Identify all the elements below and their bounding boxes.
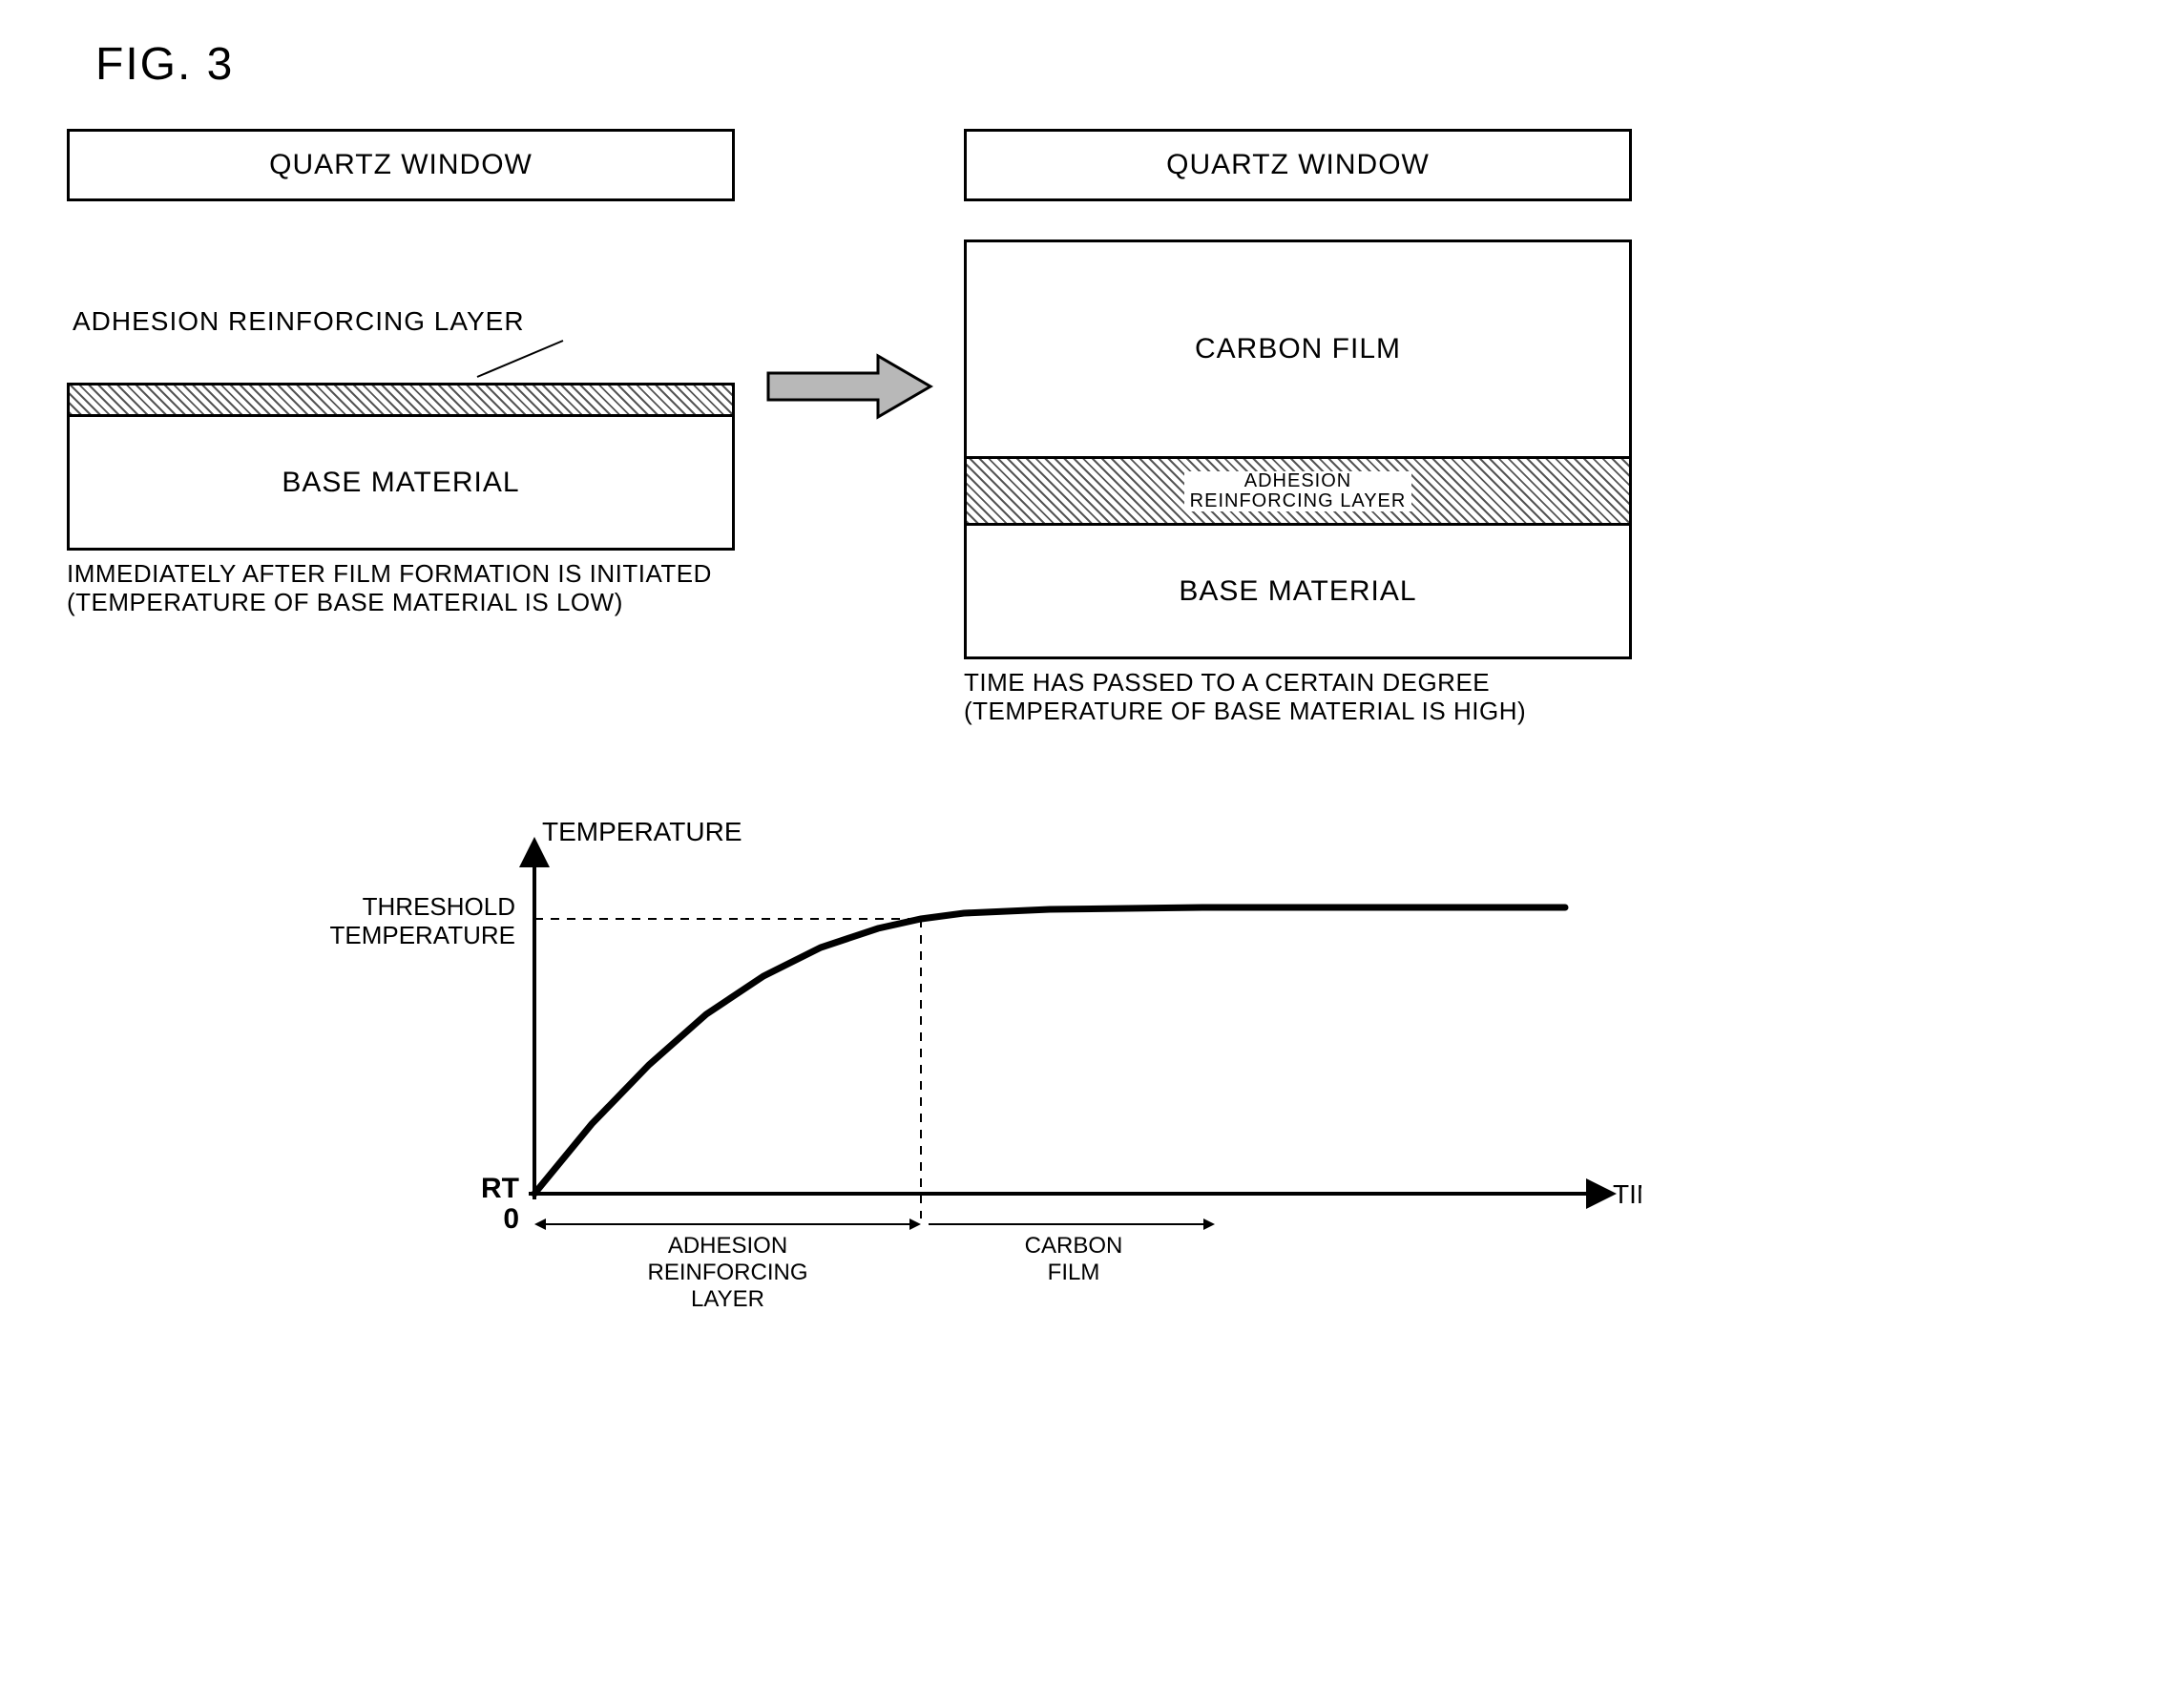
figure-title: FIG. 3	[95, 38, 2135, 91]
left-stack: QUARTZ WINDOW ADHESION REINFORCING LAYER…	[67, 129, 735, 617]
temperature-time-chart: TEMPERATURETHRESHOLDTEMPERATURERT0TIMEAD…	[210, 755, 1641, 1327]
right-carbon-film: CARBON FILM	[964, 240, 1632, 459]
right-adhesion-label: ADHESION REINFORCING LAYER	[1184, 471, 1412, 511]
adhesion-pointer-label: ADHESION REINFORCING LAYER	[73, 306, 735, 337]
svg-text:TEMPERATURE: TEMPERATURE	[542, 817, 742, 846]
svg-text:ADHESION: ADHESION	[668, 1233, 787, 1259]
svg-text:TEMPERATURE: TEMPERATURE	[329, 921, 515, 949]
left-caption: IMMEDIATELY AFTER FILM FORMATION IS INIT…	[67, 560, 735, 617]
right-quartz-window: QUARTZ WINDOW	[964, 129, 1632, 201]
svg-text:CARBON: CARBON	[1025, 1233, 1123, 1259]
svg-text:RT: RT	[481, 1173, 519, 1204]
left-base-material: BASE MATERIAL	[67, 417, 735, 551]
diagram-row: QUARTZ WINDOW ADHESION REINFORCING LAYER…	[67, 129, 2135, 726]
right-stack: QUARTZ WINDOW CARBON FILM ADHESION REINF…	[964, 129, 1632, 726]
svg-text:TIME: TIME	[1613, 1179, 1641, 1209]
svg-text:0: 0	[503, 1203, 519, 1235]
svg-text:THRESHOLD: THRESHOLD	[363, 892, 515, 921]
chart-wrap: TEMPERATURETHRESHOLDTEMPERATURERT0TIMEAD…	[210, 755, 2135, 1332]
transition-arrow-icon	[763, 348, 935, 425]
arrow-wrap	[763, 281, 935, 491]
svg-text:FILM: FILM	[1048, 1260, 1100, 1285]
svg-text:LAYER: LAYER	[691, 1286, 764, 1312]
svg-text:REINFORCING: REINFORCING	[648, 1260, 808, 1285]
right-base-material: BASE MATERIAL	[964, 526, 1632, 659]
left-adhesion-layer	[67, 383, 735, 417]
right-adhesion-layer: ADHESION REINFORCING LAYER	[964, 459, 1632, 526]
pointer-line-svg	[67, 335, 735, 383]
right-caption: TIME HAS PASSED TO A CERTAIN DEGREE (TEM…	[964, 669, 1632, 726]
left-quartz-window: QUARTZ WINDOW	[67, 129, 735, 201]
